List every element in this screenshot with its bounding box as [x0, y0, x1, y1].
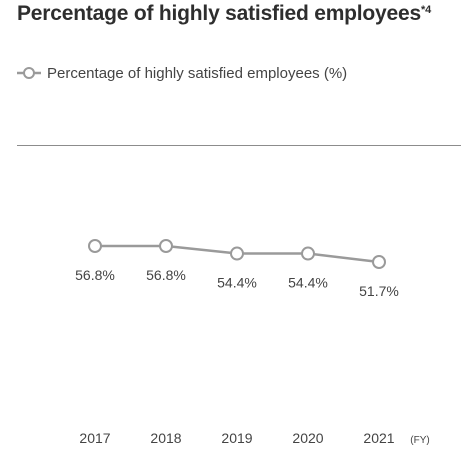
chart-legend: Percentage of highly satisfied employees…: [17, 62, 347, 84]
chart-title-text: Percentage of highly satisfied employees: [17, 2, 421, 25]
divider: [17, 145, 461, 146]
data-point-2021: [372, 255, 386, 269]
data-point-2019: [230, 246, 244, 261]
data-point-2018: [159, 239, 173, 253]
x-tick-label-2017: 2017: [79, 430, 110, 446]
data-label-2019: 54.4%: [217, 275, 257, 291]
legend-line-marker-icon: [17, 67, 41, 79]
x-tick-label-2020: 2020: [292, 430, 323, 446]
data-label-2017: 56.8%: [75, 267, 115, 283]
data-label-2020: 54.4%: [288, 275, 328, 291]
data-label-2018: 56.8%: [146, 267, 186, 283]
x-tick-label-2019: 2019: [221, 430, 252, 446]
footnote-marker: *4: [420, 4, 431, 16]
data-point-2020: [301, 246, 315, 261]
data-point-2017: [88, 239, 102, 253]
x-axis-unit-label: (FY): [410, 435, 429, 446]
data-label-2021: 51.7%: [359, 283, 399, 299]
legend-label: Percentage of highly satisfied employees…: [47, 64, 348, 82]
x-tick-label-2021: 2021: [363, 430, 394, 446]
x-tick-label-2018: 2018: [150, 430, 181, 446]
chart-title: Percentage of highly satisfied employees…: [17, 2, 431, 26]
